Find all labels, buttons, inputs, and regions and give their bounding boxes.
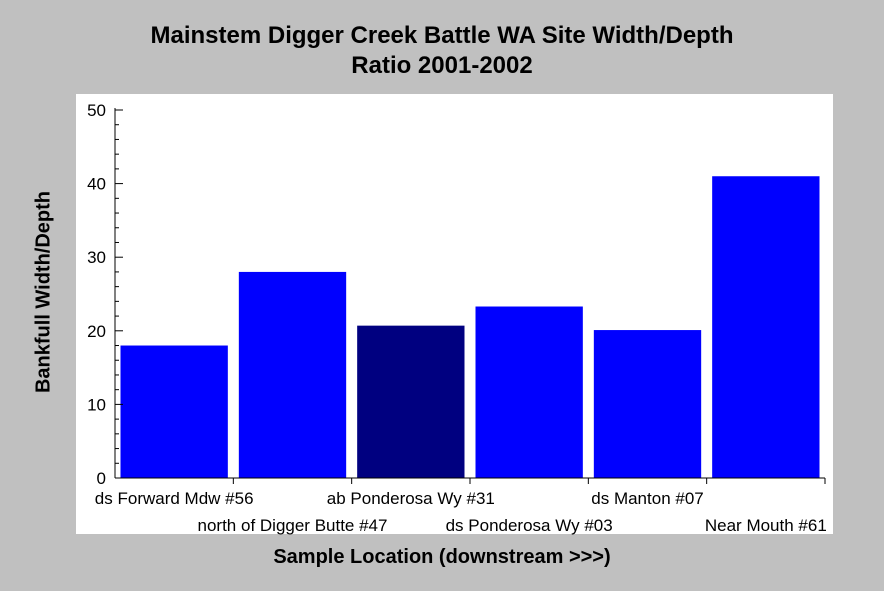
y-tick-label-40: 40	[87, 175, 106, 194]
x-category-label-3: ab Ponderosa Wy #31	[327, 489, 495, 508]
x-category-label-6: Near Mouth #61	[705, 516, 827, 535]
y-axis-label: Bankfull Width/Depth	[32, 190, 55, 394]
bar-5	[593, 330, 702, 478]
x-category-label-5: ds Manton #07	[591, 489, 703, 508]
bar-4	[475, 306, 583, 478]
y-tick-label-0: 0	[97, 469, 106, 488]
x-category-label-4: ds Ponderosa Wy #03	[446, 516, 613, 535]
y-tick-label-20: 20	[87, 322, 106, 341]
chart-title-line-1: Mainstem Digger Creek Battle WA Site Wid…	[150, 22, 734, 49]
y-tick-label-10: 10	[87, 395, 106, 414]
x-category-label-1: ds Forward Mdw #56	[95, 489, 254, 508]
bar-1	[120, 345, 228, 478]
bar-6	[712, 176, 820, 479]
y-tick-label-30: 30	[87, 248, 106, 267]
bar-3	[357, 325, 465, 478]
y-tick-label-50: 50	[87, 101, 106, 120]
chart-title-line-2: Ratio 2001-2002	[351, 52, 533, 79]
x-category-label-2: north of Digger Butte #47	[198, 516, 388, 535]
bar-2	[238, 271, 347, 478]
x-axis-label: Sample Location (downstream >>>)	[273, 546, 611, 568]
